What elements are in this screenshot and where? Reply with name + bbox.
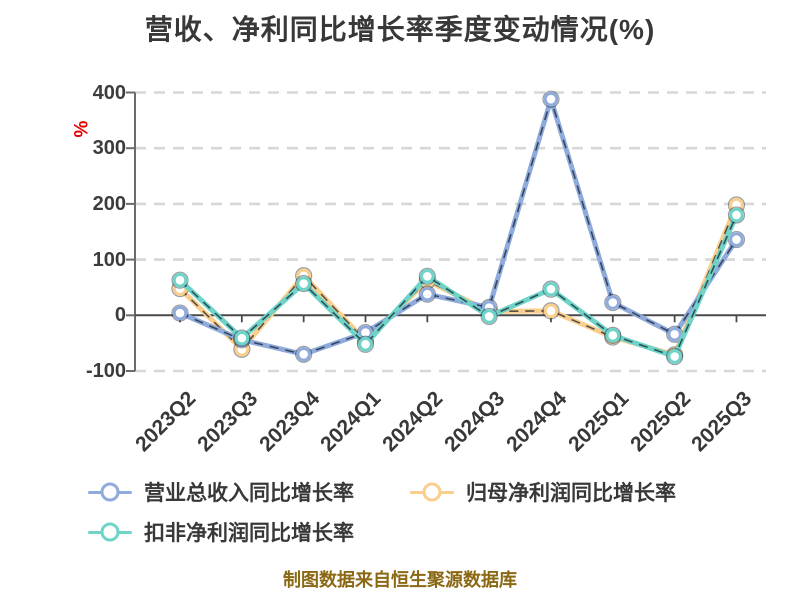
legend-label: 扣非净利润同比增长率: [144, 522, 354, 545]
legend-item-total-revenue-growth[interactable]: 营业总收入同比增长率: [88, 479, 354, 505]
legend-label: 营业总收入同比增长率: [144, 482, 354, 505]
y-tick-label: 100: [92, 248, 126, 271]
data-source-note: 制图数据来自恒生聚源数据库: [283, 570, 517, 590]
y-tick-label: 300: [92, 137, 126, 160]
legend-label: 归母净利润同比增长率: [466, 482, 676, 505]
legend-item-deducted-net-profit-growth[interactable]: 扣非净利润同比增长率: [88, 519, 354, 545]
legend-line-marker-icon: [88, 480, 132, 504]
y-tick-label: 200: [92, 192, 126, 215]
line-chart-plot: [126, 90, 766, 373]
chart-title: 营收、净利同比增长率季度变动情况(%): [144, 14, 656, 45]
y-tick-label: 0: [114, 304, 126, 327]
y-tick-label: 400: [92, 81, 126, 104]
legend-line-marker-icon: [410, 480, 454, 504]
legend-item-net-profit-growth[interactable]: 归母净利润同比增长率: [410, 479, 676, 505]
legend-line-marker-icon: [88, 520, 132, 544]
y-tick-label: -100: [85, 360, 126, 382]
